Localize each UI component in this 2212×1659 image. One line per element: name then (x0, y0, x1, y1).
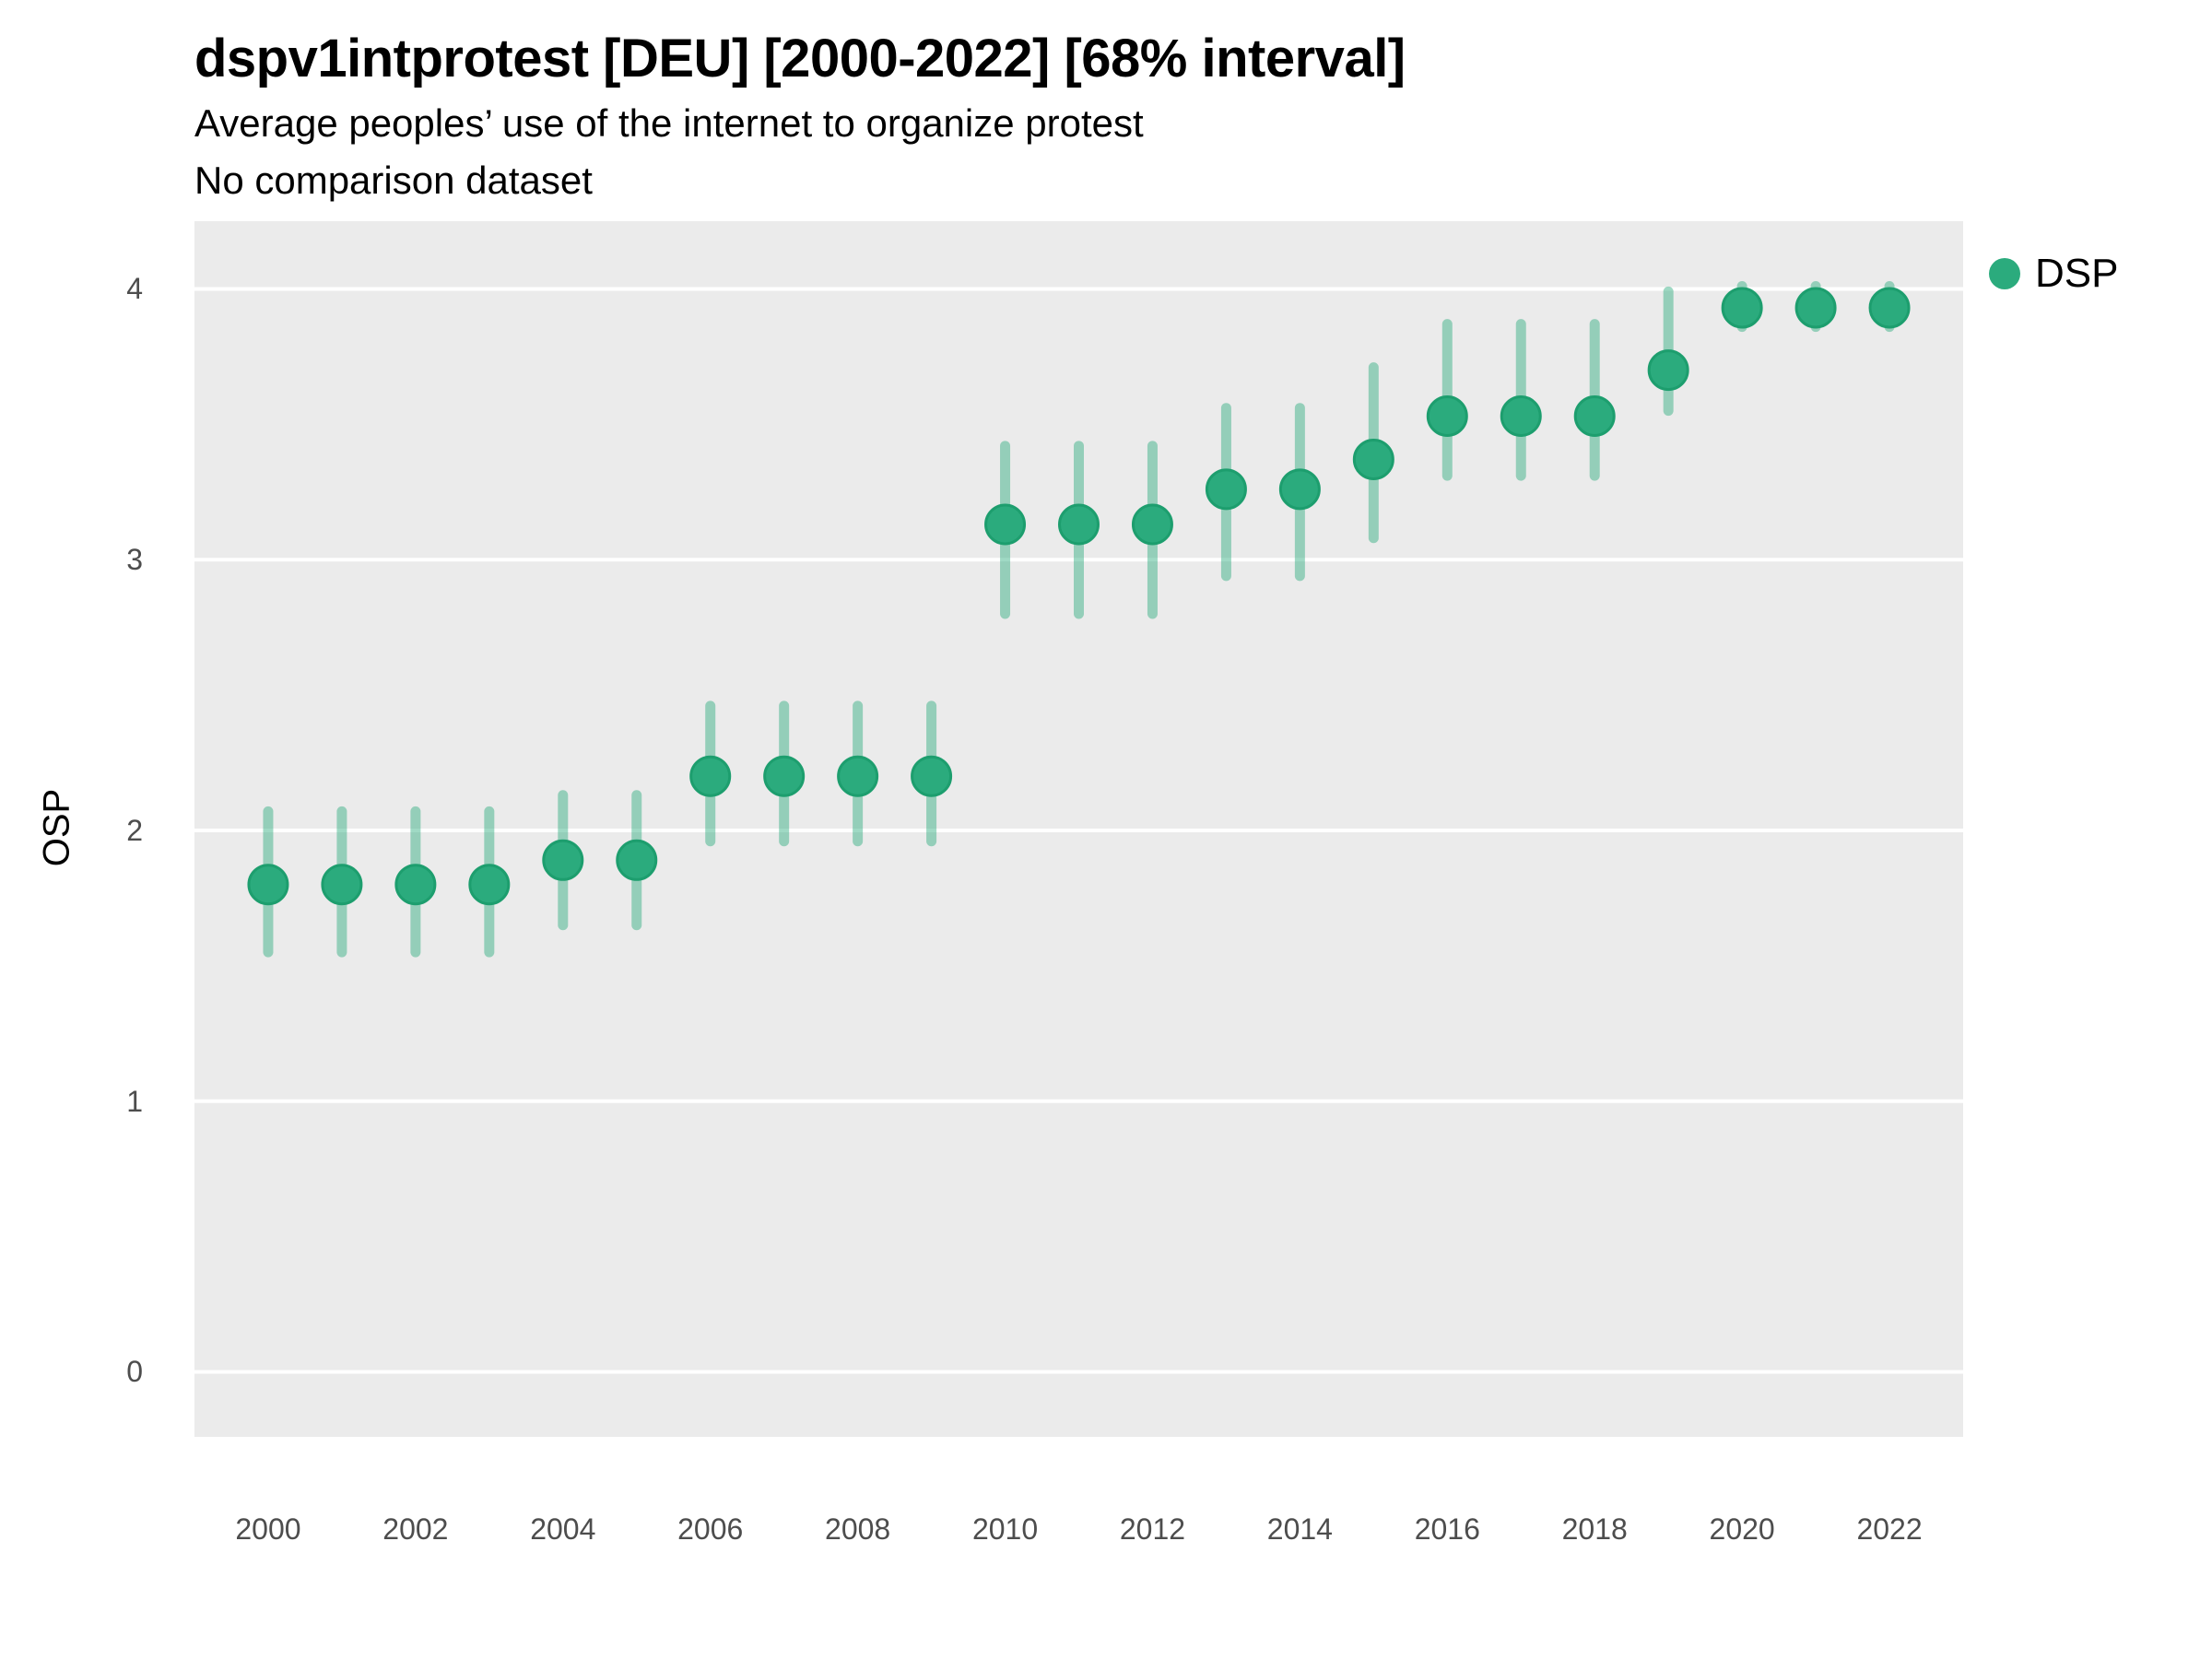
data-point-2021 (1794, 287, 1837, 329)
legend-point-icon (1989, 258, 2020, 289)
data-point-2006 (689, 755, 732, 797)
legend-label: DSP (2035, 251, 2119, 296)
y-tick-label-3: 3 (126, 543, 143, 577)
y-tick-label-1: 1 (126, 1084, 143, 1118)
data-point-2007 (763, 755, 806, 797)
data-point-2000 (247, 864, 289, 906)
data-point-2014 (1278, 468, 1321, 511)
data-point-2015 (1352, 439, 1394, 481)
x-tick-label-2002: 2002 (382, 1512, 449, 1546)
chart-panel-svg (194, 221, 1963, 1437)
y-tick-label-4: 4 (126, 272, 143, 306)
data-point-2018 (1573, 395, 1616, 438)
data-point-2002 (394, 864, 437, 906)
legend: DSP (1989, 251, 2118, 297)
data-point-2016 (1426, 395, 1468, 438)
data-point-2022 (1868, 287, 1911, 329)
x-tick-label-2006: 2006 (677, 1512, 744, 1546)
data-point-2005 (616, 839, 658, 881)
y-tick-label-2: 2 (126, 813, 143, 847)
x-tick-label-2014: 2014 (1266, 1512, 1333, 1546)
x-tick-label-2004: 2004 (530, 1512, 596, 1546)
chart-subtitle: Average peoples’ use of the internet to … (194, 101, 1144, 145)
data-point-2020 (1721, 287, 1763, 329)
x-tick-label-2022: 2022 (1856, 1512, 1923, 1546)
data-point-2009 (911, 755, 953, 797)
data-point-2013 (1205, 468, 1247, 511)
data-point-2003 (468, 864, 511, 906)
data-point-2010 (984, 503, 1027, 546)
data-point-2004 (542, 839, 584, 881)
data-point-2011 (1058, 503, 1100, 546)
x-tick-label-2020: 2020 (1709, 1512, 1775, 1546)
x-tick-label-2016: 2016 (1414, 1512, 1480, 1546)
data-point-2001 (321, 864, 363, 906)
x-tick-label-2012: 2012 (1119, 1512, 1186, 1546)
x-tick-label-2000: 2000 (235, 1512, 301, 1546)
data-point-2019 (1647, 349, 1689, 392)
data-point-2012 (1131, 503, 1173, 546)
x-tick-label-2008: 2008 (825, 1512, 891, 1546)
y-tick-label-0: 0 (126, 1355, 143, 1389)
data-point-2017 (1500, 395, 1542, 438)
x-tick-label-2010: 2010 (971, 1512, 1039, 1546)
chart-title: dspv1intprotest [DEU] [2000-2022] [68% i… (194, 29, 1406, 88)
x-tick-label-2018: 2018 (1561, 1512, 1628, 1546)
chart-note: No comparison dataset (194, 159, 593, 202)
data-point-2008 (837, 755, 879, 797)
